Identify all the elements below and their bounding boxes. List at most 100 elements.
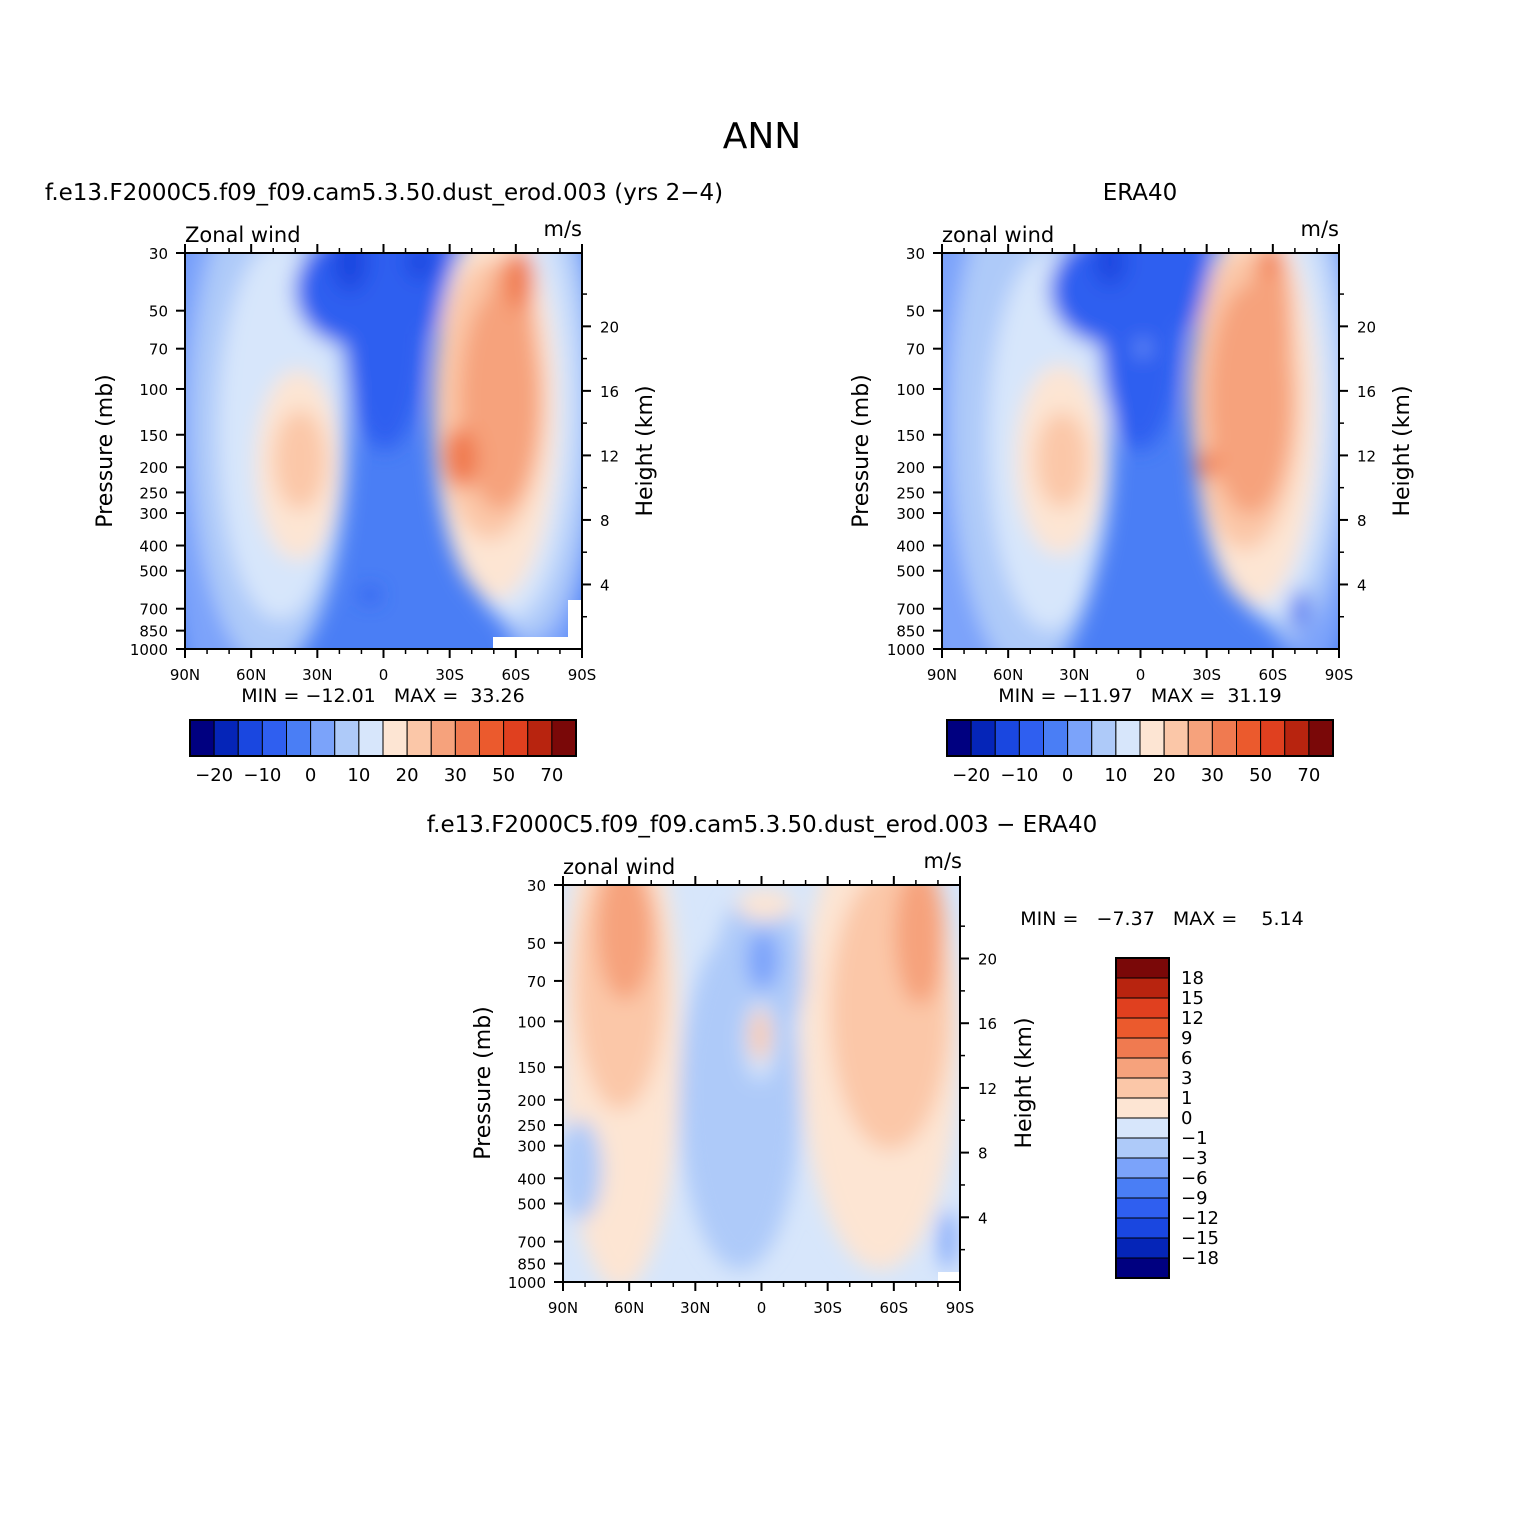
colorbar-swatch <box>1115 719 1141 757</box>
colorbar-swatch <box>1115 1017 1170 1039</box>
panel-obs-units: m/s <box>1301 217 1339 241</box>
colorbar-label: 0 <box>1181 1108 1192 1129</box>
colorbar-swatch <box>1284 719 1310 757</box>
panel-model-stats: MIN = −12.01 MAX = 33.26 <box>241 685 524 707</box>
y-tick-label: 300 <box>517 1138 546 1156</box>
colorbar-label: 70 <box>1297 765 1320 786</box>
panel-diff-field <box>563 885 960 1282</box>
y-tick-label: 700 <box>896 601 925 619</box>
x-tick-label: 90S <box>1325 666 1354 684</box>
colorbar-swatch <box>1187 719 1213 757</box>
colorbar-swatch <box>1115 1117 1170 1139</box>
y-tick-label: 250 <box>517 1117 546 1135</box>
panel-obs-axes: 305070100150200250300400500700850100090N… <box>887 244 1376 684</box>
colorbar-swatch <box>1091 719 1117 757</box>
colorbar-swatch <box>946 719 972 757</box>
x-tick-label: 30S <box>435 666 464 684</box>
y-tick-label: 500 <box>896 563 925 581</box>
colorbar-label: 12 <box>1181 1008 1204 1029</box>
colorbar-swatch <box>1139 719 1165 757</box>
colorbar-swatch <box>551 719 577 757</box>
colorbar-swatch <box>1308 719 1334 757</box>
colorbar-swatch <box>1067 719 1093 757</box>
figure-title: ANN <box>723 116 802 157</box>
panel-model-units: m/s <box>544 217 582 241</box>
panel-diff-units: m/s <box>924 849 962 873</box>
colorbar-label: −6 <box>1181 1168 1208 1189</box>
colorbar-frame <box>1115 957 1170 1279</box>
colorbar-label: −3 <box>1181 1148 1208 1169</box>
colorbar-swatch <box>1115 1197 1170 1219</box>
colorbar-label: 10 <box>347 765 370 786</box>
colorbar-swatch <box>310 719 336 757</box>
colorbar-label: −20 <box>952 765 990 786</box>
colorbar-frame <box>189 719 577 757</box>
y-right-tick-label: 8 <box>600 512 610 530</box>
y-tick-label: 70 <box>906 341 925 359</box>
y-tick-label: 70 <box>149 341 168 359</box>
panel-obs-ylabel-right: Height (km) <box>1390 385 1415 516</box>
colorbar-label: 18 <box>1181 968 1204 989</box>
colorbar-label: 30 <box>1201 765 1224 786</box>
x-tick-label: 30S <box>1192 666 1221 684</box>
colorbar-label: 9 <box>1181 1028 1192 1049</box>
colorbar-label: 1 <box>1181 1088 1192 1109</box>
y-tick-label: 50 <box>527 935 546 953</box>
y-right-tick-label: 4 <box>600 576 610 594</box>
colorbar-label: −10 <box>1000 765 1038 786</box>
colorbar-label: −9 <box>1181 1188 1208 1209</box>
x-tick-label: 60S <box>502 666 531 684</box>
y-right-tick-label: 8 <box>978 1145 988 1163</box>
colorbar-swatch <box>1115 1137 1170 1159</box>
y-right-tick-label: 16 <box>978 1015 997 1033</box>
y-tick-label: 500 <box>139 563 168 581</box>
colorbar-swatch <box>994 719 1020 757</box>
panel-obs-colorbar: −20 −10 0 10 20 30 50 70 <box>946 719 1334 786</box>
y-tick-label: 150 <box>139 427 168 445</box>
panel-model-colorbar: −20 −10 0 10 20 30 50 70 <box>189 719 577 786</box>
y-right-tick-label: 12 <box>600 447 619 465</box>
colorbar-label: −12 <box>1181 1208 1219 1229</box>
colorbar-swatch <box>454 719 480 757</box>
y-tick-label: 300 <box>139 505 168 523</box>
y-tick-label: 200 <box>139 459 168 477</box>
x-tick-label: 0 <box>757 1299 767 1317</box>
colorbar-swatch <box>1115 1077 1170 1099</box>
y-tick-label: 500 <box>517 1196 546 1214</box>
y-tick-label: 30 <box>906 245 925 263</box>
y-right-tick-label: 4 <box>1357 576 1367 594</box>
x-tick-label: 30N <box>302 666 332 684</box>
panel-diff-title: f.e13.F2000C5.f09_f09.cam5.3.50.dust_ero… <box>427 812 1098 838</box>
y-tick-label: 1000 <box>887 641 925 659</box>
y-right-tick-label: 16 <box>1357 383 1376 401</box>
x-tick-label: 60N <box>236 666 266 684</box>
colorbar-swatch <box>1115 977 1170 999</box>
y-tick-label: 250 <box>139 484 168 502</box>
colorbar-swatch <box>261 719 287 757</box>
y-right-tick-label: 16 <box>600 383 619 401</box>
colorbar-swatch <box>479 719 505 757</box>
y-tick-label: 100 <box>517 1013 546 1031</box>
colorbar-swatch <box>213 719 239 757</box>
colorbar-swatch <box>970 719 996 757</box>
x-tick-label: 60N <box>993 666 1023 684</box>
colorbar-label: −20 <box>195 765 233 786</box>
colorbar-swatch <box>406 719 432 757</box>
y-tick-label: 850 <box>517 1256 546 1274</box>
colorbar-swatch <box>1043 719 1069 757</box>
colorbar-swatch <box>1018 719 1044 757</box>
panel-diff-ylabel: Pressure (mb) <box>471 1006 496 1160</box>
y-tick-label: 1000 <box>130 641 168 659</box>
colorbar-swatch <box>1115 1177 1170 1199</box>
x-tick-label: 60S <box>880 1299 909 1317</box>
y-tick-label: 700 <box>139 601 168 619</box>
y-tick-label: 150 <box>896 427 925 445</box>
panel-obs-stats: MIN = −11.97 MAX = 31.19 <box>998 685 1281 707</box>
panel-obs-field <box>942 253 1339 649</box>
y-tick-label: 50 <box>149 303 168 321</box>
y-right-tick-label: 4 <box>978 1209 988 1227</box>
x-tick-label: 90N <box>170 666 200 684</box>
y-tick-label: 70 <box>527 973 546 991</box>
